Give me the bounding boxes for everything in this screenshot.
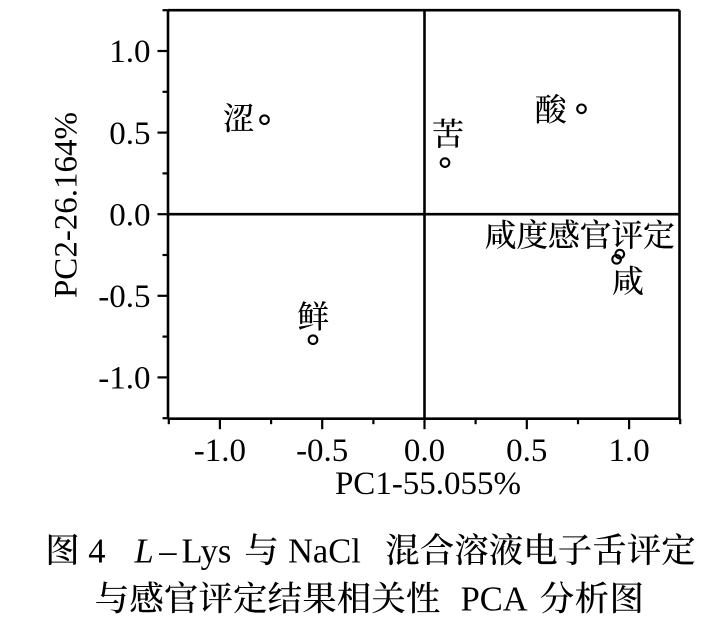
svg-text:1.0: 1.0: [608, 433, 649, 469]
svg-text:0.0: 0.0: [109, 197, 150, 233]
svg-text:1.0: 1.0: [109, 34, 150, 70]
svg-text:0.5: 0.5: [506, 433, 547, 469]
svg-text:-0.5: -0.5: [296, 433, 348, 469]
svg-text:0.0: 0.0: [404, 433, 445, 469]
svg-text:-1.0: -1.0: [194, 433, 246, 469]
svg-text:L: L: [134, 532, 154, 570]
svg-text:PCA: PCA: [461, 581, 528, 619]
svg-text:0.5: 0.5: [109, 116, 150, 152]
svg-text:Lys: Lys: [182, 532, 232, 570]
svg-text:4: 4: [88, 532, 105, 570]
svg-text:PC2-26.164%: PC2-26.164%: [49, 112, 85, 298]
svg-text:-0.5: -0.5: [98, 279, 150, 315]
svg-text:NaCl: NaCl: [288, 532, 361, 570]
svg-text:PC1-55.055%: PC1-55.055%: [335, 466, 521, 502]
svg-text:–: –: [158, 532, 177, 570]
svg-text:-1.0: -1.0: [98, 361, 150, 397]
